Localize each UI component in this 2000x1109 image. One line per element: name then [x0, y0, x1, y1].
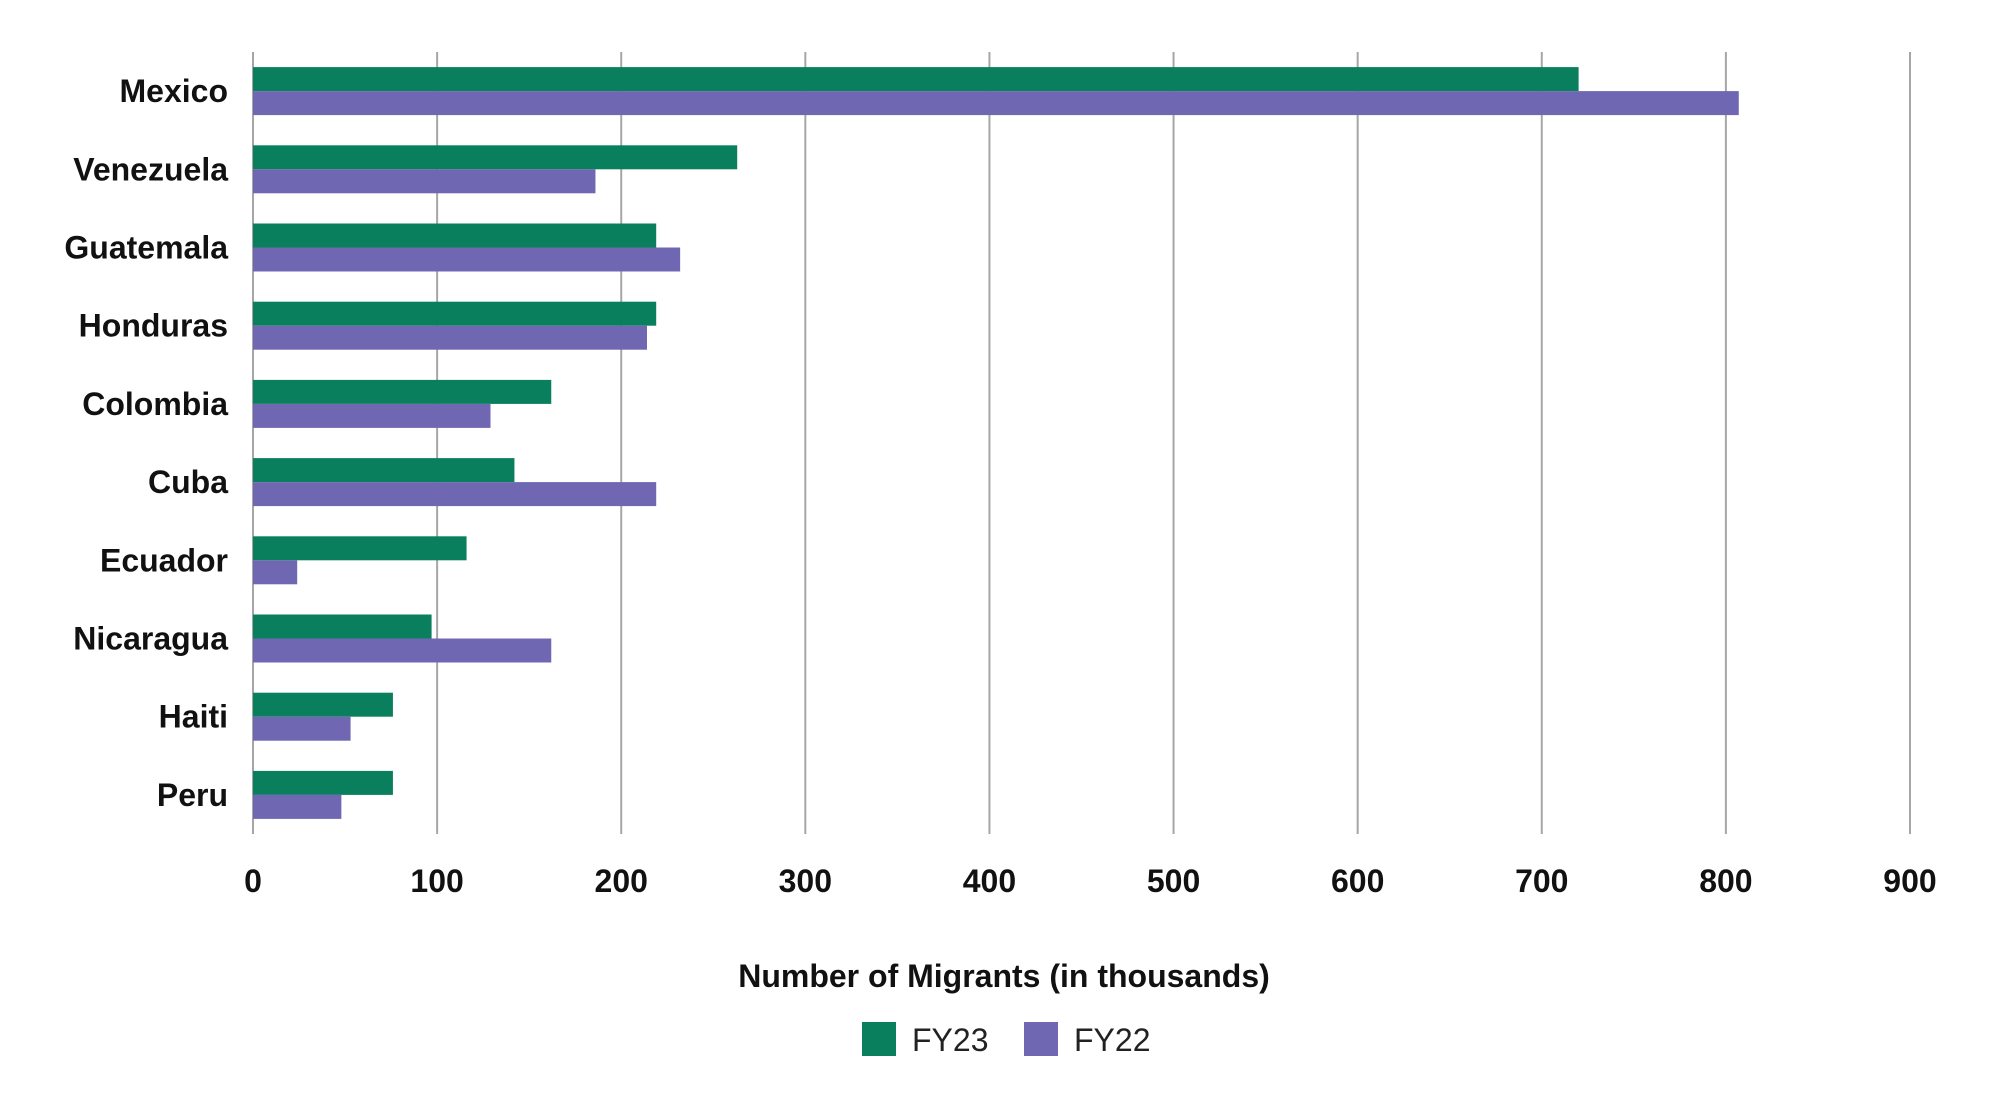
- category-label-ecuador: Ecuador: [100, 542, 228, 578]
- bar-fy23-peru: [253, 770, 393, 795]
- category-label-guatemala: Guatemala: [64, 230, 228, 266]
- legend: FY23 FY22: [862, 1022, 1150, 1058]
- bar-fy23-honduras: [253, 301, 657, 326]
- bar-fy23-venezuela: [253, 145, 738, 170]
- legend-label-fy22: FY22: [1074, 1022, 1150, 1058]
- x-tick-label: 100: [410, 863, 463, 899]
- x-tick-label: 800: [1699, 863, 1752, 899]
- category-label-honduras: Honduras: [79, 308, 228, 344]
- x-tick-label: 400: [963, 863, 1016, 899]
- bars: [253, 67, 1739, 819]
- category-label-nicaragua: Nicaragua: [73, 621, 228, 657]
- bar-fy22-nicaragua: [253, 638, 552, 663]
- x-tick-label: 700: [1515, 863, 1568, 899]
- x-tick-labels: 0 100 200 300 400 500 600 700 800 900: [244, 863, 1937, 899]
- bar-fy22-venezuela: [253, 169, 596, 194]
- bar-fy23-mexico: [253, 67, 1579, 92]
- bar-fy22-peru: [253, 794, 342, 819]
- x-tick-label: 900: [1883, 863, 1936, 899]
- category-label-colombia: Colombia: [82, 386, 228, 422]
- bar-fy23-colombia: [253, 379, 552, 404]
- legend-label-fy23: FY23: [912, 1022, 988, 1058]
- x-axis-title: Number of Migrants (in thousands): [738, 958, 1270, 994]
- bar-fy23-nicaragua: [253, 614, 432, 639]
- x-tick-label: 600: [1331, 863, 1384, 899]
- bar-fy23-cuba: [253, 458, 515, 483]
- x-tick-label: 500: [1147, 863, 1200, 899]
- bar-fy22-ecuador: [253, 560, 298, 585]
- category-labels: Mexico Venezuela Guatemala Honduras Colombia…: [64, 73, 228, 813]
- bar-fy22-cuba: [253, 482, 657, 507]
- bar-fy22-honduras: [253, 325, 647, 350]
- category-label-venezuela: Venezuela: [73, 151, 228, 187]
- category-label-peru: Peru: [157, 777, 228, 813]
- category-label-cuba: Cuba: [148, 464, 228, 500]
- legend-item-fy22: FY22: [1024, 1022, 1150, 1058]
- bar-fy22-guatemala: [253, 247, 681, 272]
- legend-swatch-fy22: [1024, 1022, 1058, 1056]
- bar-fy23-haiti: [253, 692, 393, 717]
- bar-fy22-haiti: [253, 716, 351, 741]
- legend-item-fy23: FY23: [862, 1022, 988, 1058]
- bar-fy22-mexico: [253, 91, 1739, 116]
- category-label-haiti: Haiti: [159, 699, 228, 735]
- category-label-mexico: Mexico: [120, 73, 228, 109]
- bar-fy22-colombia: [253, 403, 491, 428]
- bar-fy23-ecuador: [253, 536, 467, 561]
- legend-swatch-fy23: [862, 1022, 896, 1056]
- bar-fy23-guatemala: [253, 223, 657, 248]
- x-tick-label: 200: [595, 863, 648, 899]
- x-tick-label: 300: [779, 863, 832, 899]
- x-tick-label: 0: [244, 863, 262, 899]
